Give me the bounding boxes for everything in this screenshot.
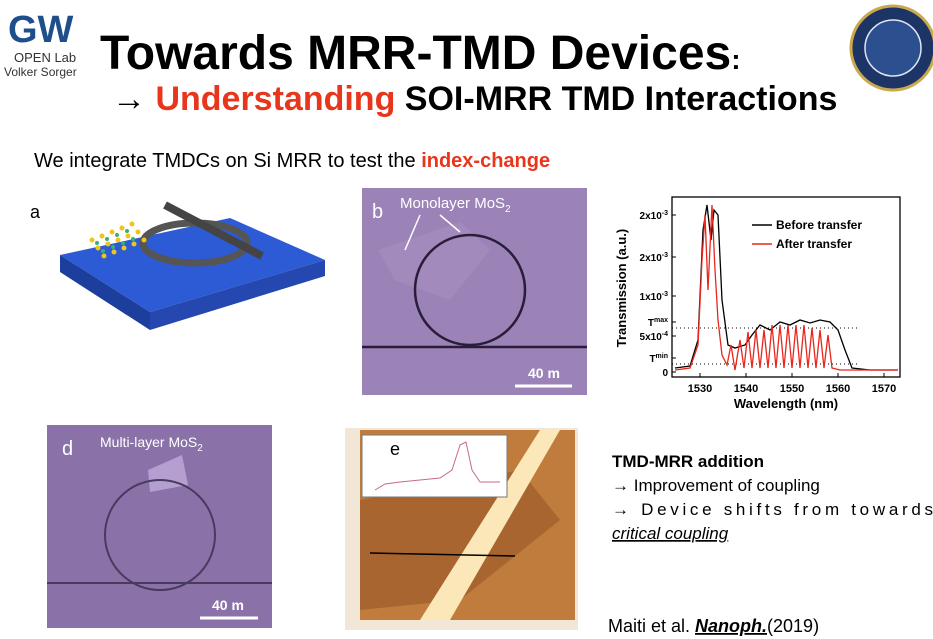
x-tick-label: 1560 <box>826 383 850 395</box>
notes-item: → Device shifts from towards <box>612 500 933 519</box>
page: GW OPEN Lab Volker Sorger Towards MRR-TM… <box>0 0 933 639</box>
seal-inner <box>865 20 921 76</box>
subtitle-arrow: → <box>112 80 155 118</box>
panel-label: b <box>372 201 383 223</box>
citation-year: (2019) <box>767 616 819 636</box>
title-text: Towards MRR-TMD Devices <box>100 27 731 80</box>
tick-exp: -4 <box>662 331 668 338</box>
tick-exp: -3 <box>662 252 668 259</box>
annotation-text: Monolayer MoS <box>400 195 505 212</box>
legend-entry: After transfer <box>776 237 852 251</box>
x-tick-label: 1550 <box>780 383 804 395</box>
intro-text: We integrate TMDCs on Si MRR to test the <box>34 150 421 172</box>
scale-label: 40 m <box>212 597 244 613</box>
y-tick-label: 5x10-4 <box>640 331 669 343</box>
subtitle: → Understanding SOI-MRR TMD Interactions <box>112 80 837 118</box>
y-tick-label: Tmin <box>649 353 668 365</box>
panel-label: e <box>390 439 400 459</box>
citation-authors: Maiti et al. <box>608 616 695 636</box>
inset <box>362 435 507 497</box>
tick-exp: max <box>654 317 668 324</box>
tick-base: 1x10 <box>640 292 663 303</box>
annotation-text: Multi-layer MoS <box>100 434 197 450</box>
x-axis-label: Wavelength (nm) <box>734 396 838 411</box>
panel-e: e <box>345 428 578 630</box>
y-tick-label: 1x10-3 <box>640 291 669 303</box>
panel-label: a <box>30 202 41 222</box>
subtitle-highlight: Understanding <box>155 80 395 118</box>
legend-entry: Before transfer <box>776 218 862 232</box>
y-tick-label: 2x10-3 <box>640 210 669 222</box>
scale-label: 40 m <box>528 365 560 381</box>
y-tick-label: 2x10-3 <box>640 252 669 264</box>
tick-base: 2x10 <box>640 211 663 222</box>
logo-lab: OPEN Lab <box>14 50 76 65</box>
title-colon: : <box>731 44 740 75</box>
panel-a: a <box>30 202 325 330</box>
y-tick-label: Tmax <box>648 317 668 329</box>
logo-gw: GW <box>8 9 74 51</box>
intro: We integrate TMDCs on Si MRR to test the… <box>34 150 550 172</box>
tick-exp: min <box>656 353 668 360</box>
tick-base: 0 <box>662 368 668 379</box>
logo-name: Volker Sorger <box>4 65 77 79</box>
annotation-sub: 2 <box>505 204 511 215</box>
annotation-sub: 2 <box>197 443 203 454</box>
notes-heading: TMD-MRR addition <box>612 452 764 471</box>
notes-emphasis: critical coupling <box>612 524 729 543</box>
x-tick-label: 1530 <box>688 383 712 395</box>
y-tick-label: 0 <box>662 368 668 379</box>
panel-d: d Multi-layer MoS2 40 m <box>47 425 272 628</box>
citation-journal: Nanoph. <box>695 616 767 636</box>
panel-label: d <box>62 438 73 460</box>
title: Towards MRR-TMD Devices: <box>100 27 741 80</box>
tick-base: 5x10 <box>640 332 663 343</box>
x-tick-label: 1570 <box>872 383 896 395</box>
slide: GW OPEN Lab Volker Sorger Towards MRR-TM… <box>0 0 933 639</box>
y-axis-label: Transmission (a.u.) <box>614 229 629 347</box>
tick-base: 2x10 <box>640 253 663 264</box>
citation: Maiti et al. Nanoph.(2019) <box>608 616 819 636</box>
notes-item: → Improvement of coupling <box>612 476 820 495</box>
micrograph <box>362 188 587 395</box>
tick-exp: -3 <box>662 210 668 217</box>
panel-b: b Monolayer MoS2 40 m <box>362 188 587 395</box>
subtitle-rest: SOI-MRR TMD Interactions <box>395 80 837 118</box>
intro-highlight: index-change <box>421 150 550 172</box>
tick-exp: -3 <box>662 291 668 298</box>
x-tick-label: 1540 <box>734 383 758 395</box>
